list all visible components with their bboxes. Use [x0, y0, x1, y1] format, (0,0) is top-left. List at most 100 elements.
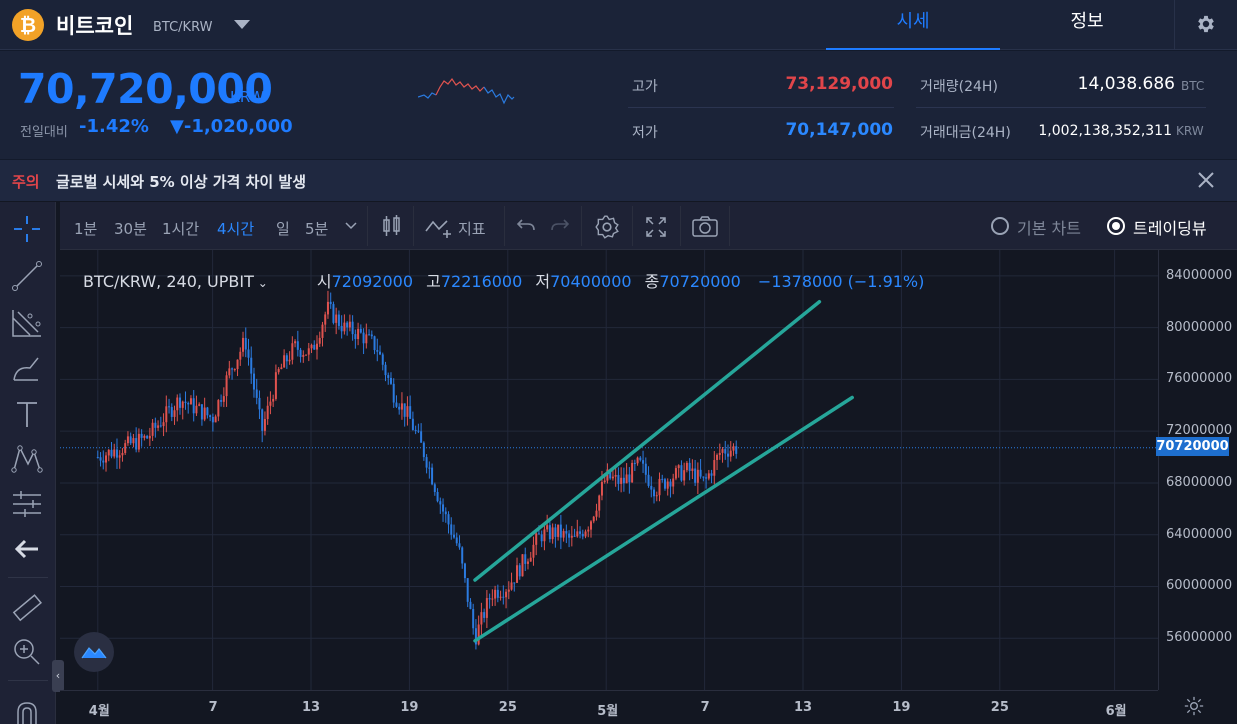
low-label: 저가 — [632, 125, 658, 141]
price-tick-label: 64000000 — [1166, 526, 1233, 542]
chart-settings-gear-icon[interactable] — [594, 214, 620, 240]
candle-body — [658, 478, 661, 496]
undo-icon[interactable] — [516, 217, 536, 235]
chart-legend: BTC/KRW, 240, UPBIT ⌄ 시72092000 고7221600… — [83, 268, 924, 292]
candle-body — [162, 422, 165, 427]
candle-body — [727, 453, 729, 457]
candle-body — [469, 601, 472, 609]
price-axis[interactable] — [1158, 250, 1237, 690]
collapse-sidebar-button[interactable]: ‹ — [52, 660, 64, 692]
candle-body — [368, 334, 371, 336]
back-arrow-icon[interactable] — [10, 532, 44, 566]
candle-body — [395, 402, 398, 407]
candle-body — [157, 425, 160, 428]
tradingview-logo-icon[interactable] — [74, 632, 114, 672]
candle-body — [581, 533, 584, 537]
trend-line-lower[interactable] — [473, 395, 854, 643]
candle-body — [137, 433, 140, 450]
interval-5m[interactable]: 5분 — [305, 220, 329, 238]
candle-body — [247, 349, 250, 358]
trend-line-tool-icon[interactable] — [10, 259, 44, 293]
candle-body — [573, 535, 576, 537]
indicator-icon[interactable] — [425, 216, 455, 238]
brush-tool-icon[interactable] — [10, 352, 44, 386]
mini-sparkline-chart — [418, 77, 515, 105]
candle-body — [680, 465, 683, 481]
pattern-tool-icon[interactable] — [10, 442, 44, 476]
high-label: 고가 — [632, 79, 658, 95]
symbol-chevron-icon[interactable]: ⌄ — [253, 276, 268, 290]
radio-tradingview[interactable] — [1107, 217, 1125, 235]
candle-body — [683, 470, 686, 481]
price-chart[interactable] — [60, 250, 1158, 690]
radio-basic-chart[interactable] — [991, 217, 1009, 235]
candle-body — [113, 449, 116, 457]
candle-body — [252, 373, 255, 390]
close-icon[interactable] — [1194, 168, 1218, 192]
candle-body — [428, 467, 431, 469]
candle-body — [115, 449, 118, 458]
text-tool-icon[interactable] — [10, 397, 44, 431]
candle-body — [494, 589, 497, 599]
tab-info[interactable]: 정보 — [1070, 11, 1104, 32]
coin-pair[interactable]: BTC/KRW — [153, 20, 213, 35]
candle-body — [524, 554, 527, 564]
indicator-button[interactable]: 지표 — [458, 220, 486, 238]
interval-30m[interactable]: 30분 — [114, 220, 147, 238]
coin-name[interactable]: 비트코인 — [56, 14, 134, 38]
chart-axis-settings-gear-icon[interactable] — [1184, 696, 1204, 716]
fullscreen-icon[interactable] — [644, 215, 668, 239]
candle-body — [461, 547, 464, 564]
candle-body — [236, 359, 239, 370]
tradingview-label[interactable]: 트레이딩뷰 — [1133, 219, 1207, 238]
coin-dropdown-chevron-icon[interactable] — [234, 20, 250, 29]
camera-icon[interactable] — [691, 215, 719, 239]
candle-body — [269, 401, 272, 406]
interval-1m[interactable]: 1분 — [74, 220, 98, 238]
crosshair-icon[interactable] — [10, 212, 44, 246]
candle-body — [140, 433, 143, 438]
candle-body — [318, 337, 321, 344]
candle-body — [699, 469, 702, 477]
ruler-icon[interactable] — [10, 592, 44, 626]
time-tick-label: 7 — [700, 700, 710, 715]
interval-1d[interactable]: 일 — [276, 220, 290, 238]
interval-1h[interactable]: 1시간 — [162, 220, 200, 238]
interval-dropdown-chevron-icon[interactable] — [345, 221, 357, 231]
candle-body — [672, 478, 675, 487]
candle-body — [370, 334, 373, 337]
time-axis[interactable] — [60, 690, 1158, 724]
prediction-tool-icon[interactable] — [10, 487, 44, 521]
candle-body — [261, 409, 264, 431]
candle-body — [485, 598, 488, 618]
interval-4h[interactable]: 4시간 — [217, 220, 255, 238]
candle-body — [321, 324, 324, 338]
redo-icon[interactable] — [550, 217, 570, 235]
candle-body — [455, 537, 458, 544]
trend-line-upper[interactable] — [473, 300, 822, 582]
toolbar-divider — [581, 206, 582, 246]
fib-retracement-tool-icon[interactable] — [10, 306, 44, 340]
candle-body — [170, 407, 173, 417]
current-price: 70,720,000 — [18, 65, 273, 113]
low-value: 70,147,000 — [785, 120, 893, 140]
candle-body — [540, 534, 543, 542]
candle-body — [165, 406, 168, 423]
candle-body — [203, 407, 206, 420]
candle-body — [685, 462, 688, 471]
time-tick-label: 19 — [400, 700, 419, 715]
candlestick-icon[interactable] — [381, 214, 403, 238]
candle-body — [242, 337, 245, 352]
candle-body — [335, 314, 338, 323]
candle-body — [488, 598, 491, 600]
zoom-in-icon[interactable] — [10, 635, 44, 669]
magnet-icon[interactable] — [14, 700, 40, 724]
symbol-label[interactable]: BTC/KRW, 240, UPBIT — [83, 272, 254, 291]
candle-body — [329, 301, 332, 305]
settings-button[interactable] — [1174, 0, 1237, 50]
candle-body — [633, 462, 636, 464]
candle-body — [291, 343, 294, 360]
low-value: 70400000 — [550, 272, 632, 291]
basic-chart-label[interactable]: 기본 차트 — [1017, 219, 1081, 238]
tab-sise[interactable]: 시세 — [826, 0, 1000, 50]
